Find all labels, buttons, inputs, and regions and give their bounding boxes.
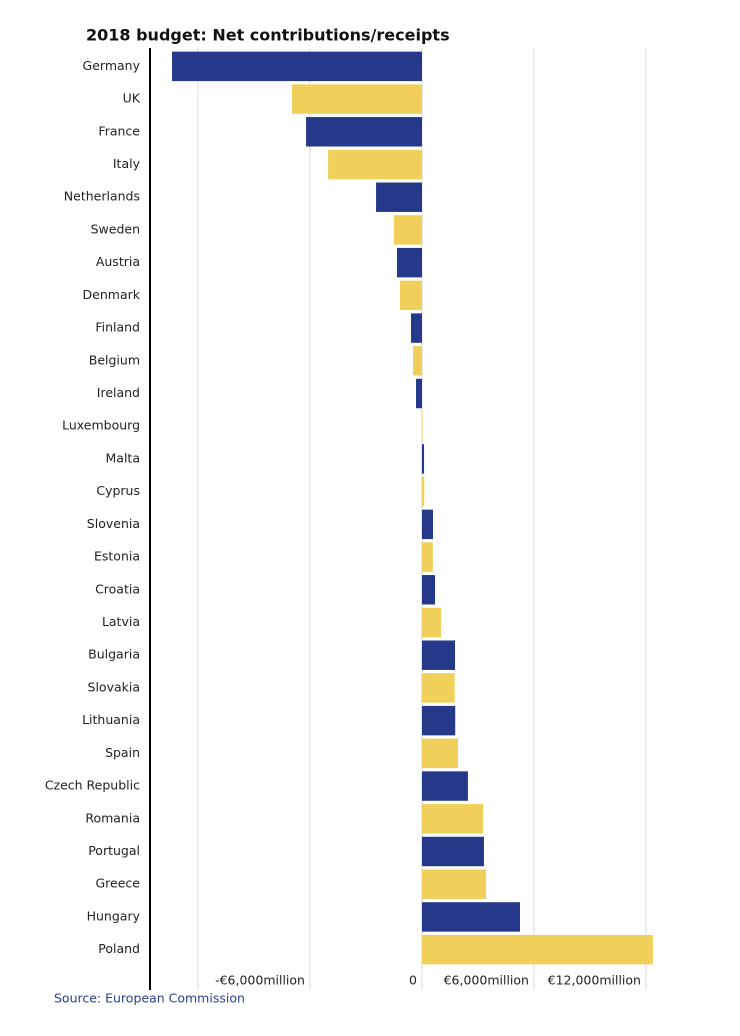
bar <box>393 215 422 245</box>
y-tick-label: Slovenia <box>87 516 140 531</box>
bar <box>306 117 422 147</box>
y-tick-label: Ireland <box>97 385 140 400</box>
bar <box>421 411 423 441</box>
bar <box>421 836 484 867</box>
bar <box>421 640 456 670</box>
y-tick-label: Netherlands <box>64 189 140 204</box>
bar <box>421 444 425 474</box>
y-tick-label: Austria <box>96 254 140 269</box>
y-tick-label: Bulgaria <box>88 647 140 662</box>
bar <box>399 280 422 311</box>
bar <box>421 934 653 965</box>
bar <box>421 738 459 769</box>
y-tick-label: Portugal <box>88 843 140 858</box>
bar <box>376 182 422 212</box>
y-tick-label: Poland <box>98 941 140 956</box>
bar <box>421 771 468 801</box>
y-tick-label: Finland <box>95 320 140 335</box>
y-tick-label: UK <box>123 91 141 106</box>
y-tick-label: Cyprus <box>96 483 140 498</box>
bar <box>421 509 434 540</box>
y-tick-label: France <box>98 123 140 138</box>
x-tick-label: 0 <box>409 973 417 988</box>
bar <box>421 542 433 572</box>
y-tick-label: Estonia <box>94 549 140 564</box>
y-tick-label: Romania <box>85 810 140 825</box>
y-tick-label: Denmark <box>83 287 141 302</box>
x-tick-label: -€6,000million <box>215 973 305 988</box>
bar <box>413 346 422 376</box>
bar <box>410 313 422 343</box>
bar <box>421 804 484 834</box>
bar <box>172 51 422 82</box>
y-tick-label: Sweden <box>91 221 140 236</box>
y-tick-label: Italy <box>113 156 141 171</box>
bar <box>421 869 487 899</box>
y-tick-label: Spain <box>105 745 140 760</box>
bar <box>421 476 425 507</box>
y-tick-label: Czech Republic <box>45 778 140 793</box>
bar <box>292 84 422 114</box>
x-tick-label: €6,000million <box>444 973 529 988</box>
y-tick-label: Latvia <box>102 614 140 629</box>
bar <box>328 149 422 180</box>
bar <box>396 247 422 278</box>
y-tick-label: Lithuania <box>82 712 140 727</box>
y-tick-label: Slovakia <box>88 679 140 694</box>
bar <box>416 378 422 409</box>
y-tick-label: Greece <box>96 876 141 891</box>
y-tick-label: Belgium <box>89 352 140 367</box>
bar <box>421 705 456 736</box>
bar <box>421 902 520 932</box>
source: Source: European Commission <box>54 991 245 1006</box>
y-tick-label: Germany <box>83 58 141 73</box>
bar <box>421 673 455 703</box>
bar <box>421 575 436 605</box>
y-tick-label: Hungary <box>87 908 141 923</box>
bar <box>421 607 442 638</box>
chart-title: 2018 budget: Net contributions/receipts <box>86 26 450 45</box>
y-tick-label: Malta <box>106 450 140 465</box>
y-tick-label: Croatia <box>95 581 140 596</box>
y-tick-label: Luxembourg <box>62 418 140 433</box>
x-tick-label: €12,000million <box>548 973 641 988</box>
